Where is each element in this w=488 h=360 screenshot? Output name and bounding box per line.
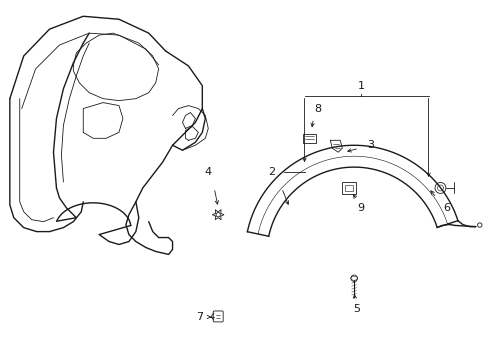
Text: 3: 3 — [367, 140, 374, 150]
Text: 5: 5 — [353, 304, 360, 314]
Text: 1: 1 — [357, 81, 364, 91]
Text: 2: 2 — [268, 167, 275, 177]
FancyBboxPatch shape — [303, 134, 315, 143]
FancyBboxPatch shape — [213, 311, 223, 322]
FancyBboxPatch shape — [345, 185, 352, 191]
Text: 6: 6 — [442, 203, 449, 213]
Text: 4: 4 — [204, 167, 211, 177]
Text: 9: 9 — [357, 203, 364, 213]
Text: 8: 8 — [313, 104, 320, 113]
FancyBboxPatch shape — [342, 182, 355, 194]
Text: 7: 7 — [196, 312, 203, 322]
